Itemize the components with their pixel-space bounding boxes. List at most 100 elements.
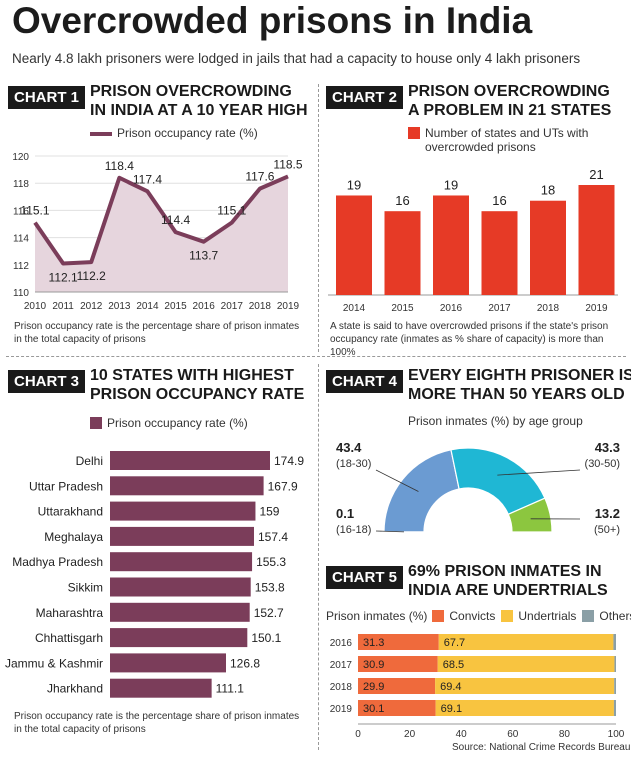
chart3-note: Prison occupancy rate is the percentage … — [14, 711, 300, 735]
chart1-y-tick-label: 110 — [13, 288, 29, 299]
chart5-bar-segment-others — [614, 678, 616, 694]
chart2-x-tick-label: 2019 — [585, 303, 608, 314]
chart1-data-label: 118.5 — [273, 157, 302, 171]
chart1-series-line — [33, 174, 289, 266]
chart2-x-tick-label: 2017 — [488, 303, 511, 314]
chart2-heading-line2: A PROBLEM IN 21 STATES — [408, 102, 612, 119]
chart5-data-label: 68.5 — [443, 659, 464, 671]
chart4-slice — [507, 497, 553, 533]
chart1-x-tick-label: 2018 — [249, 301, 272, 312]
chart1-heading-line1: PRISON OVERCROWDING — [90, 83, 292, 100]
chart5-legend-swatch-convicts — [432, 610, 445, 622]
chart3-bar — [110, 577, 251, 597]
chart3-category-label: Chhattisgarh — [35, 631, 103, 645]
chart3-data-label: 152.7 — [254, 606, 284, 620]
chart3-data-label: 174.9 — [274, 454, 304, 468]
chart5-bar-segment-convicts — [358, 678, 436, 694]
chart1-data-label: 114.4 — [161, 213, 190, 227]
chart3-category-label: Jharkhand — [47, 682, 103, 696]
chart3-data-label: 159 — [259, 505, 279, 519]
chart4-age-label: (18-30) — [336, 458, 371, 470]
chart2-data-label: 19 — [347, 177, 361, 192]
chart5-bar-segment-convicts — [358, 656, 438, 672]
chart2-bar — [481, 211, 518, 295]
divider-vertical-bottom — [318, 364, 319, 750]
chart3-bar — [110, 628, 248, 648]
chart4-slice — [383, 449, 460, 533]
chart5-legend-swatch-undertrials — [501, 610, 514, 622]
chart2-bar — [384, 211, 421, 295]
chart4-tag: CHART 4 — [326, 370, 404, 393]
chart3-category-label: Delhi — [76, 454, 103, 468]
chart3-category-label: Jammu & Kashmir — [5, 656, 103, 670]
chart1-x-tick-label: 2019 — [277, 301, 300, 312]
chart4-leader-line — [375, 530, 405, 533]
chart5-x-tick-label: 80 — [559, 729, 571, 740]
chart5-legend-title: Prison inmates (%) — [326, 609, 428, 623]
chart3-data-label: 150.1 — [251, 631, 281, 645]
chart1-data-label: 115.1 — [20, 204, 49, 218]
chart5-heading-line1: 69% PRISON INMATES IN — [408, 563, 602, 580]
chart3-bar — [110, 526, 254, 546]
chart5-legend-label-convicts: Convicts — [449, 609, 496, 623]
chart2-data-label: 16 — [395, 193, 409, 208]
chart5-category-label: 2016 — [330, 638, 353, 649]
chart5-bar-segment-others — [613, 634, 616, 650]
chart5-tag: CHART 5 — [326, 566, 404, 589]
chart1-data-label: 117.6 — [245, 170, 274, 184]
chart5-category-label: 2017 — [330, 660, 353, 671]
chart1-x-tick-label: 2014 — [136, 301, 159, 312]
chart3-data-label: 111.1 — [216, 682, 245, 696]
chart1-line-chart: 110 112 114 116 118 120 115.1 2010 112.1 2011 112.… — [12, 152, 303, 312]
chart2-x-tick-label: 2015 — [391, 303, 414, 314]
chart5-stacked-bar-chart: 2016 31.3 67.7 2017 30.9 68.5 2018 29.9 69.4 2019… — [330, 634, 625, 740]
chart1-tag: CHART 1 — [8, 86, 86, 109]
chart1-y-tick-label: 120 — [12, 152, 29, 163]
chart2-x-tick-label: 2018 — [537, 303, 560, 314]
chart5-data-label: 30.9 — [363, 659, 384, 671]
chart4-value-label: 43.3 — [595, 440, 620, 455]
chart3-bar — [110, 451, 270, 470]
chart3-tag: CHART 3 — [8, 370, 86, 393]
chart1-y-tick-label: 112 — [13, 261, 29, 272]
page-title: Overcrowded prisons in India — [12, 0, 533, 41]
chart2-data-label: 16 — [492, 193, 506, 208]
chart5-data-label: 31.3 — [363, 637, 384, 649]
chart1-data-label: 118.4 — [105, 159, 134, 173]
chart1-data-label: 117.4 — [133, 172, 162, 186]
divider-vertical-top — [318, 84, 319, 352]
chart1-x-tick-label: 2012 — [80, 301, 103, 312]
chart5-legend-label-undertrials: Undertrials — [518, 609, 577, 623]
chart5-heading-line2: INDIA ARE UNDERTRIALS — [408, 582, 608, 599]
chart4-age-label: (50+) — [594, 524, 620, 536]
chart3-data-label: 155.3 — [256, 555, 286, 569]
divider-horizontal — [6, 356, 626, 357]
chart5-data-label: 69.1 — [441, 703, 462, 715]
chart1-heading-line2: IN INDIA AT A 10 YEAR HIGH — [90, 102, 308, 119]
chart1-x-tick-label: 2016 — [193, 301, 216, 312]
chart2-bar — [336, 195, 372, 295]
chart1-data-label: 112.2 — [77, 269, 106, 283]
chart1-legend-label: Prison occupancy rate (%) — [117, 126, 258, 140]
chart5-bar-segment-undertrials — [438, 634, 614, 650]
chart2-data-label: 21 — [589, 167, 603, 182]
chart4-heading-line1: EVERY EIGHTH PRISONER IS — [408, 367, 631, 384]
chart3-bar — [110, 552, 253, 572]
chart5-data-label: 30.1 — [363, 703, 384, 715]
chart5-legend: Prison inmates (%) Convicts Undertrials … — [326, 609, 631, 623]
chart1-y-tick-label: 118 — [13, 179, 29, 190]
chart3-heading-line1: 10 STATES WITH HIGHEST — [90, 367, 294, 384]
chart3-category-label: Sikkim — [68, 581, 103, 595]
chart5-data-label: 69.4 — [440, 681, 461, 693]
chart5-x-tick-label: 100 — [608, 729, 625, 740]
chart2-legend: Number of states and UTs with overcrowde… — [408, 126, 618, 154]
chart3-bar — [110, 678, 212, 698]
chart1-data-label: 112.1 — [49, 270, 78, 284]
chart4-age-label: (30-50) — [585, 458, 620, 470]
chart3-legend: Prison occupancy rate (%) — [90, 416, 248, 430]
page-subtitle: Nearly 4.8 lakh prisoners were lodged in… — [12, 51, 581, 66]
chart5-bar-segment-undertrials — [437, 656, 615, 672]
chart3-category-label: Uttar Pradesh — [29, 479, 103, 493]
chart2-heading-line1: PRISON OVERCROWDING — [408, 83, 610, 100]
chart3-category-label: Uttarakhand — [38, 505, 103, 519]
